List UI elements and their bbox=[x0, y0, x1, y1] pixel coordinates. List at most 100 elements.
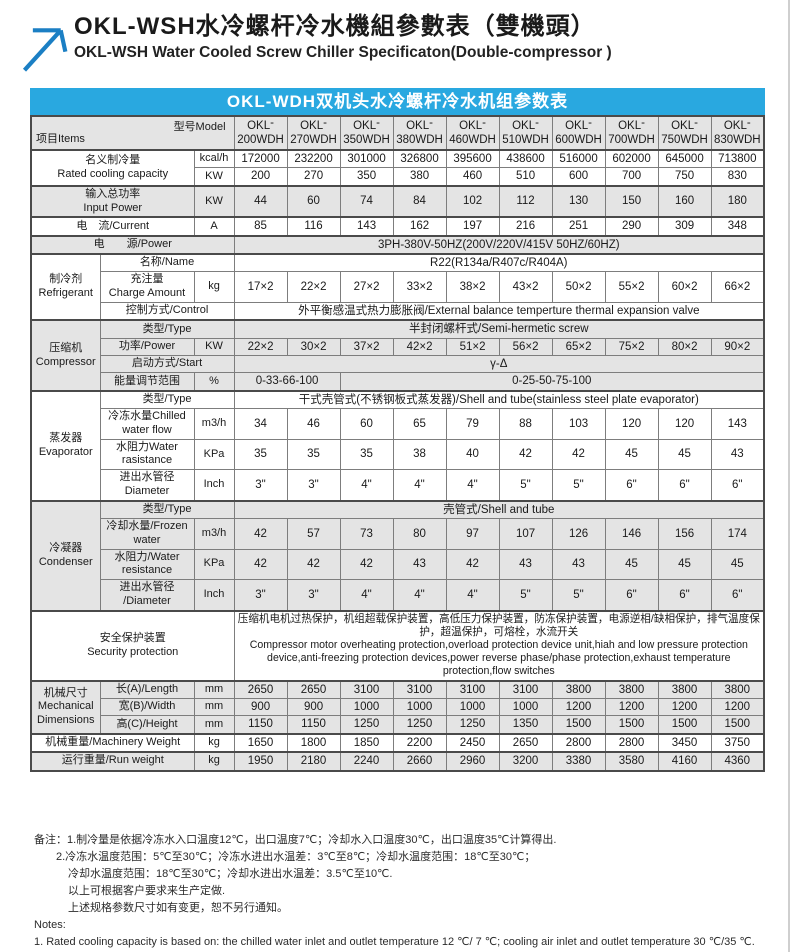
value-cell: 143 bbox=[710, 408, 765, 440]
row-label: 运行重量/Run weight bbox=[30, 751, 195, 772]
page-title-zh: OKL-WSH水冷螺杆冷水機組參數表（雙機頭） bbox=[74, 13, 596, 40]
model-header: OKL- 750WDH bbox=[657, 115, 712, 151]
value-cell: 3200 bbox=[498, 751, 553, 772]
model-header: OKL- 600WDH bbox=[551, 115, 606, 151]
value-cell: 4" bbox=[445, 469, 500, 502]
value-cell: 35 bbox=[339, 438, 394, 471]
value-cell: 750 bbox=[657, 167, 712, 187]
table-row: 输入总功率 Input Power KW 44 60 74 84 102 112 130 150 1… bbox=[30, 184, 765, 218]
value-cell: 2240 bbox=[339, 751, 394, 772]
value-cell: 2960 bbox=[445, 751, 500, 772]
value-cell: 42 bbox=[286, 548, 341, 580]
value-cell: 1500 bbox=[551, 715, 606, 735]
value-cell: 2650 bbox=[233, 679, 288, 700]
value-cell: 3100 bbox=[339, 679, 394, 700]
row-label: 电 流/Current bbox=[30, 216, 195, 237]
value-cell: 2200 bbox=[392, 732, 447, 753]
value-cell: 6" bbox=[657, 469, 712, 502]
value-cell: 1650 bbox=[233, 732, 288, 753]
value-cell: 3" bbox=[233, 579, 288, 611]
value-cell: 174 bbox=[710, 518, 765, 550]
value-cell: 4" bbox=[339, 469, 394, 502]
value-cell: 66×2 bbox=[710, 271, 765, 303]
value-cell: 4" bbox=[445, 579, 500, 611]
table-banner: OKL-WDH双机头水冷螺杆冷水机组参数表 bbox=[30, 88, 765, 115]
value-cell: 57 bbox=[286, 518, 341, 550]
table-row: 进出水管径 /Diameter Inch 3" 3" 4" 4" 4" 5" 5" 6" 6" 6" bbox=[31, 579, 765, 611]
value-cell: 180 bbox=[710, 184, 765, 218]
value-cell: 干式壳管式(不锈钢板式蒸发器)/Shell and tube(stainless… bbox=[233, 389, 765, 410]
value-cell: 146 bbox=[604, 518, 659, 550]
row-label: 电 源/Power bbox=[30, 234, 235, 255]
value-cell: 85 bbox=[233, 216, 288, 237]
value-cell: 1350 bbox=[498, 715, 553, 735]
value-cell: 27×2 bbox=[339, 271, 394, 303]
value-cell: 44 bbox=[233, 184, 288, 218]
value-cell: 3800 bbox=[604, 679, 659, 700]
value-cell: 42 bbox=[498, 438, 553, 471]
unit-cell: Inch bbox=[193, 579, 235, 611]
table-row: 压缩机 Compressor 类型/Type 半封闭螺杆式/Semi-hermeti… bbox=[30, 319, 765, 392]
value-cell: 645000 bbox=[657, 149, 712, 169]
value-cell: 156 bbox=[657, 518, 712, 550]
value-cell: 42 bbox=[233, 518, 288, 550]
value-cell: 4360 bbox=[710, 751, 765, 772]
value-cell: 3800 bbox=[551, 679, 606, 700]
value-cell: 43 bbox=[710, 438, 765, 471]
value-cell: 160 bbox=[657, 184, 712, 218]
value-cell: 2800 bbox=[604, 732, 659, 753]
row-label: 机械重量/Machinery Weight bbox=[30, 732, 195, 753]
value-cell: 1000 bbox=[498, 698, 553, 717]
value-cell: 516000 bbox=[551, 149, 606, 169]
value-cell: 216 bbox=[498, 216, 553, 237]
value-cell: 4" bbox=[392, 579, 447, 611]
value-cell: 301000 bbox=[339, 149, 394, 169]
value-cell: 1500 bbox=[657, 715, 712, 735]
notes-english: Notes: 1. Rated cooling capacity is based… bbox=[34, 917, 774, 952]
value-cell: 1200 bbox=[657, 698, 712, 717]
table-row: 制冷剂 Refrigerant 名称/Name R22(R134a/R407c/R4… bbox=[30, 252, 765, 321]
row-label: 充注量 Charge Amount bbox=[99, 271, 195, 303]
value-cell: 5" bbox=[498, 579, 553, 611]
table-row: 水阻力Water rasistance KPa 35 35 35 38 40 42 42 45 45… bbox=[31, 438, 765, 471]
value-cell: 35 bbox=[286, 438, 341, 471]
unit-cell: m3/h bbox=[193, 518, 235, 550]
value-cell: 3800 bbox=[657, 679, 712, 700]
value-cell: 35 bbox=[233, 438, 288, 471]
value-cell: 438600 bbox=[498, 149, 553, 169]
value-cell: 120 bbox=[657, 408, 712, 440]
note-line: 2.冷冻水温度范围：5℃至30℃；冷冻水进出水温差：3℃至8℃；冷却水温度范围：… bbox=[56, 851, 536, 864]
table-row: 名义制冷量 Rated cooling capacity kcal/h 172000… bbox=[30, 149, 765, 187]
unit-cell: mm bbox=[193, 715, 235, 735]
value-cell: 6" bbox=[710, 469, 765, 502]
unit-cell: KPa bbox=[193, 438, 235, 471]
value-cell: 900 bbox=[286, 698, 341, 717]
model-header: OKL- 200WDH bbox=[233, 115, 288, 151]
value-cell: 38 bbox=[392, 438, 447, 471]
value-cell: 380 bbox=[392, 167, 447, 187]
value-cell: 6" bbox=[710, 579, 765, 611]
value-cell: 37×2 bbox=[339, 337, 394, 357]
value-cell: 126 bbox=[551, 518, 606, 550]
value-cell: 251 bbox=[551, 216, 606, 237]
value-cell: 3100 bbox=[392, 679, 447, 700]
row-label: 进出水管径 /Diameter bbox=[99, 579, 195, 611]
value-cell: 60×2 bbox=[657, 271, 712, 303]
value-cell: 60 bbox=[286, 184, 341, 218]
table-row: 冷却水量/Frozen water m3/h 42 57 73 80 97 107 126 146… bbox=[31, 518, 765, 550]
value-cell: 88 bbox=[498, 408, 553, 440]
value-cell: 2800 bbox=[551, 732, 606, 753]
table-row: 宽(B)/Width mm 900 900 1000 1000 1000 1000 1200 12… bbox=[31, 698, 765, 717]
value-cell: 半封闭螺杆式/Semi-hermetic screw bbox=[233, 319, 765, 339]
value-cell: 1200 bbox=[710, 698, 765, 717]
value-cell: 107 bbox=[498, 518, 553, 550]
model-header: OKL- 510WDH bbox=[498, 115, 553, 151]
row-label: 水阻力/Water resistance bbox=[99, 548, 195, 580]
value-cell: 1500 bbox=[710, 715, 765, 735]
model-header-row: 项目Items 型号Model OKL- 200WDH OKL- 270WDH OKL- 35… bbox=[30, 115, 765, 151]
title-block: OKL-WSH水冷螺杆冷水機組參數表（雙機頭） OKL-WSH Water Co… bbox=[74, 12, 612, 62]
unit-cell: % bbox=[193, 372, 235, 392]
value-cell: 33×2 bbox=[392, 271, 447, 303]
value-cell: 65×2 bbox=[551, 337, 606, 357]
value-cell: 84 bbox=[392, 184, 447, 218]
